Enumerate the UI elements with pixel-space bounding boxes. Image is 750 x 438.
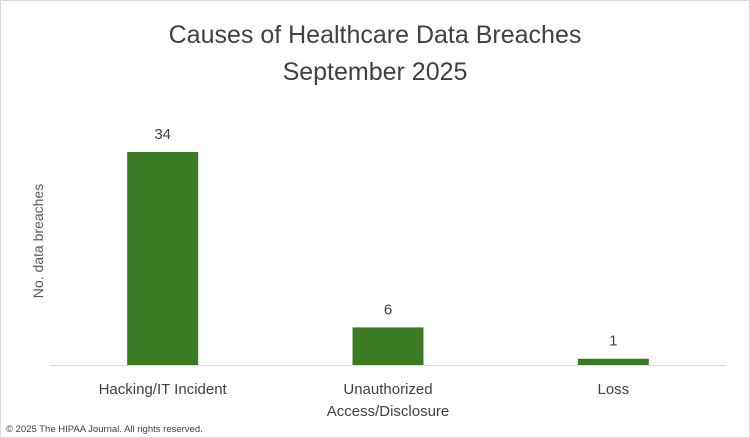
bar-2 [577, 358, 649, 365]
category-label-0: Hacking/IT Incident [98, 381, 227, 398]
category-label-1: Unauthorized Access/Disclosure [326, 381, 450, 420]
chart-title: Causes of Healthcare Data Breaches [168, 21, 582, 49]
data-labels-group: 34 6 1 [154, 126, 617, 350]
data-label-0: 34 [154, 126, 171, 143]
bars-group [127, 152, 649, 365]
chart-subtitle: September 2025 [282, 58, 468, 86]
data-label-1: 6 [384, 301, 392, 318]
category-label-2: Loss [597, 381, 630, 398]
copyright-footer: © 2025 The HIPAA Journal. All rights res… [6, 424, 203, 435]
data-label-2: 1 [609, 333, 617, 350]
bar-1 [352, 327, 424, 365]
bar-0 [127, 152, 199, 365]
